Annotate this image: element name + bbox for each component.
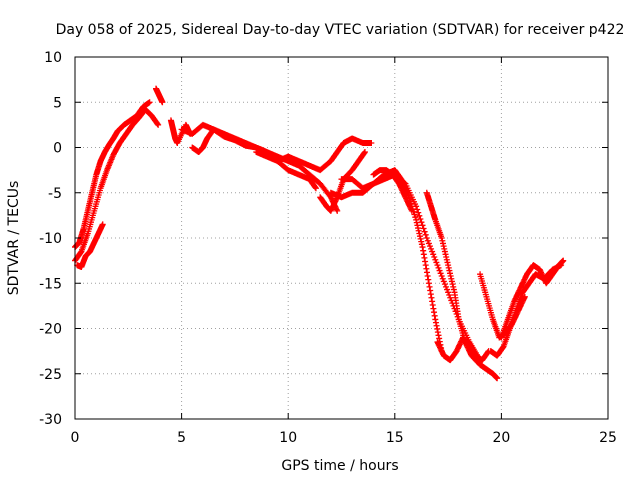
x-tick-label: 15 — [386, 430, 404, 446]
series-track-4 — [153, 85, 166, 106]
plot-frame — [74, 56, 609, 420]
x-tick-label: 25 — [599, 430, 617, 446]
data-point-markers — [370, 167, 415, 214]
series-track-8 — [253, 135, 375, 174]
data-point-markers — [72, 99, 153, 251]
data-points — [72, 85, 567, 382]
grid — [75, 57, 608, 419]
x-axis-label: GPS time / hours — [281, 458, 398, 474]
series-track-17 — [370, 167, 415, 214]
x-tick-label: 5 — [177, 430, 186, 446]
y-tick-label: -25 — [39, 367, 62, 383]
series-track-16 — [498, 257, 567, 341]
series-track-2 — [72, 99, 153, 251]
x-tick-label: 0 — [71, 430, 80, 446]
data-point-markers — [153, 85, 166, 106]
axis-ticks: 0 5 10 15 20 25 -30 -25 -20 -15 -10 -5 0 5 10 — [39, 50, 617, 446]
y-tick-label: 0 — [53, 141, 62, 157]
data-point-markers — [498, 257, 567, 341]
series-track-3 — [74, 221, 106, 270]
y-tick-label: -10 — [39, 231, 62, 247]
y-tick-label: -15 — [39, 276, 62, 292]
y-tick-label: -30 — [39, 412, 62, 428]
data-point-markers — [434, 334, 492, 364]
series-track-13 — [434, 334, 492, 364]
chart-title: Day 058 of 2025, Sidereal Day-to-day VTE… — [56, 22, 625, 38]
y-tick-label: -20 — [39, 322, 62, 338]
y-tick-label: 5 — [53, 95, 62, 111]
y-tick-label: 10 — [44, 50, 62, 66]
y-axis-label: SDTVAR / TECUs — [6, 181, 22, 296]
y-tick-label: -5 — [48, 186, 62, 202]
data-point-markers — [253, 135, 375, 174]
x-tick-label: 10 — [279, 430, 297, 446]
x-tick-label: 20 — [492, 430, 510, 446]
data-point-markers — [74, 221, 106, 270]
